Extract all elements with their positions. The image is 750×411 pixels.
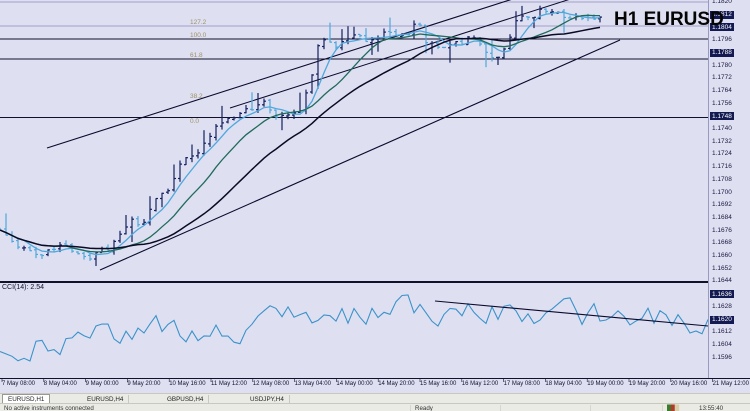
- svg-text:161.8: 161.8: [190, 0, 207, 2]
- svg-text:127.2: 127.2: [190, 19, 207, 26]
- svg-text:61.8: 61.8: [190, 52, 203, 59]
- svg-text:100.0: 100.0: [190, 32, 207, 39]
- svg-text:0.0: 0.0: [190, 118, 199, 125]
